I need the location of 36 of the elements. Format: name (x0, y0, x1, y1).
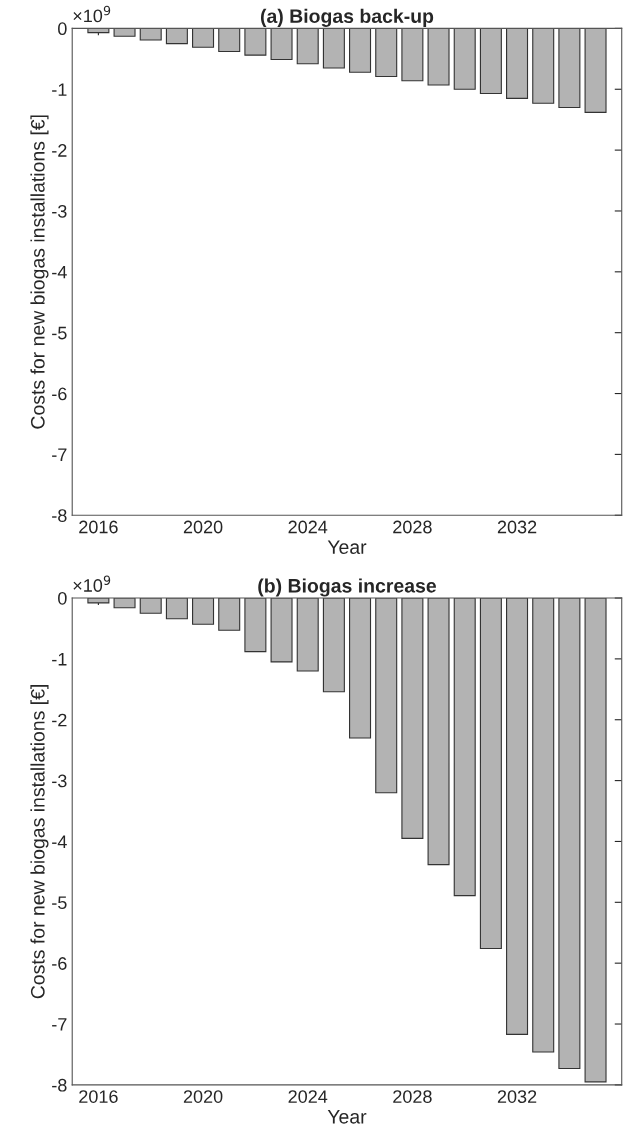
x-tick-label: 2020 (183, 1090, 223, 1103)
y-tick-label: -6 (52, 957, 67, 970)
chart-title: (a) Biogas back-up (260, 8, 434, 27)
y-tick-label: 0 (58, 22, 67, 36)
x-tick-label: 2028 (393, 1090, 432, 1103)
y-tick-label: -6 (52, 387, 67, 401)
x-tick-label: 2016 (79, 520, 118, 534)
y-tick-label: -5 (52, 326, 67, 340)
y-tick-label: -7 (52, 448, 67, 461)
x-tick-label: 2016 (79, 1090, 118, 1103)
y-tick-label: -1 (52, 653, 67, 666)
x-tick-label: 2024 (288, 1090, 328, 1103)
y-tick-label: -1 (52, 83, 67, 96)
x-axis-title: Year (327, 540, 367, 555)
y-tick-label: -8 (52, 1078, 67, 1092)
y-tick-label: -2 (52, 144, 67, 157)
x-tick-label: 2020 (183, 520, 223, 534)
y-tick-label: 0 (58, 591, 67, 605)
y-tick-label: -8 (52, 509, 67, 522)
x-tick-label: 2032 (497, 520, 537, 534)
x-tick-label: 2028 (393, 520, 432, 534)
y-axis-title: Costs for new biogas installations [€] (30, 115, 49, 429)
y-tick-label: -3 (52, 204, 67, 218)
y-tick-label: -3 (52, 774, 67, 788)
y-tick-label: -7 (52, 1018, 67, 1031)
x-tick-label: 2032 (497, 1090, 537, 1103)
x-axis-title: Year (327, 1110, 367, 1124)
y-tick-label: -5 (52, 896, 67, 910)
x-tick-label: 2024 (288, 520, 328, 534)
y-tick-label: -4 (52, 265, 67, 279)
y-tick-label: -4 (52, 835, 67, 848)
chart-title: (b) Biogas increase (258, 578, 436, 597)
y-tick-label: -2 (52, 713, 67, 727)
text: ×10$^{9}$ (73, 575, 111, 592)
y-axis-title: Costs for new biogas installations [€] (30, 685, 49, 999)
text: ×10$^{9}$ (73, 5, 111, 23)
